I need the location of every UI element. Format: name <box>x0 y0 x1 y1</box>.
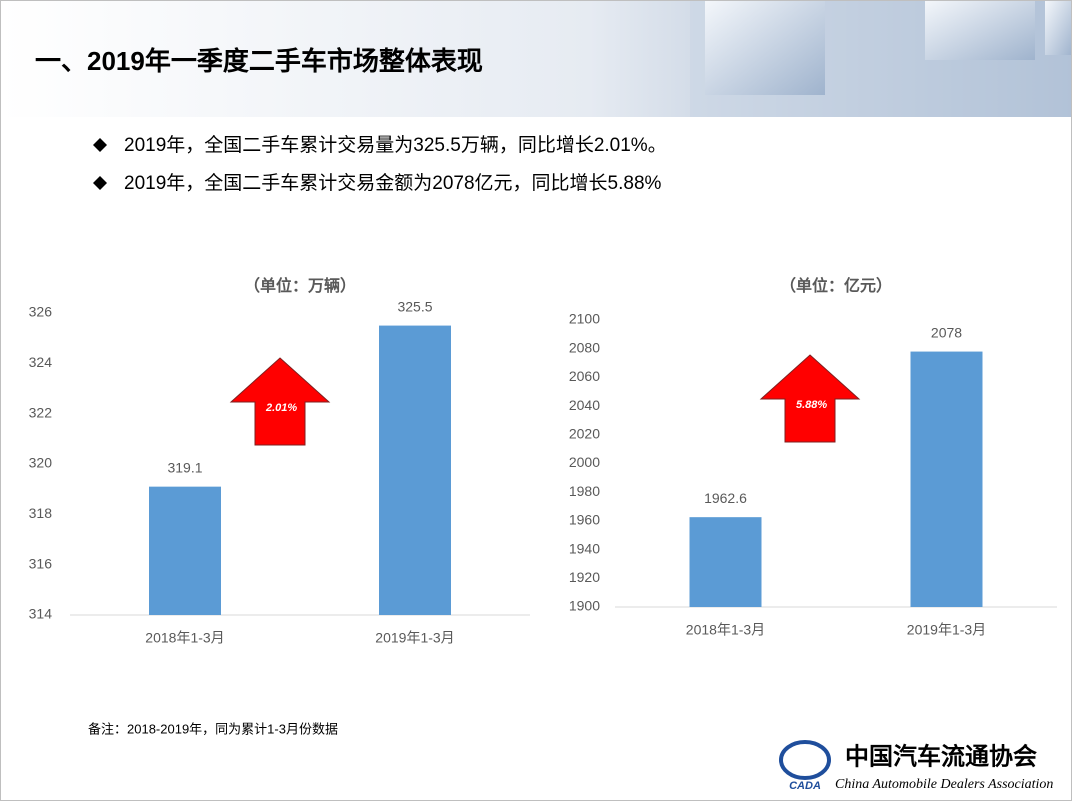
chart-title: （单位：亿元） <box>780 276 892 295</box>
y-tick-label: 1900 <box>569 598 600 614</box>
data-label: 325.5 <box>397 298 432 314</box>
chart-title: （单位：万辆） <box>244 276 356 295</box>
logo: CADA 中国汽车流通协会 China Automobile Dealers A… <box>779 740 1053 792</box>
y-tick-label: 326 <box>29 304 53 320</box>
cube <box>925 0 1035 60</box>
growth-label: 2.01% <box>265 402 297 414</box>
x-tick-label: 2018年1-3月 <box>145 630 224 646</box>
logo-abbr: CADA <box>789 780 821 792</box>
y-tick-label: 1980 <box>569 483 600 499</box>
y-tick-label: 318 <box>29 505 53 521</box>
data-label: 2078 <box>931 324 962 340</box>
growth-label: 5.88% <box>796 399 827 411</box>
y-tick-label: 2000 <box>569 454 600 470</box>
bullet-text: 2019年，全国二手车累计交易量为325.5万辆，同比增长2.01%。 <box>124 134 667 156</box>
y-tick-label: 2020 <box>569 426 600 442</box>
x-tick-label: 2019年1-3月 <box>907 622 986 638</box>
y-tick-label: 1920 <box>569 569 600 585</box>
y-tick-label: 2060 <box>569 368 600 384</box>
y-tick-label: 322 <box>29 404 53 420</box>
bar <box>149 486 221 615</box>
bar <box>689 517 762 607</box>
x-tick-label: 2018年1-3月 <box>686 622 765 638</box>
data-label: 319.1 <box>167 459 202 475</box>
logo-name-en: China Automobile Dealers Association <box>835 777 1053 792</box>
y-tick-label: 1960 <box>569 512 600 528</box>
y-tick-label: 2080 <box>569 339 600 355</box>
data-label: 1962.6 <box>704 490 747 506</box>
bullet-icon <box>93 138 107 152</box>
y-tick-label: 2040 <box>569 397 600 413</box>
logo-mark <box>779 740 831 780</box>
x-tick-label: 2019年1-3月 <box>375 630 454 646</box>
cube <box>1045 0 1072 55</box>
growth-arrow <box>759 354 861 443</box>
bullet-icon <box>93 176 107 190</box>
y-tick-label: 314 <box>29 606 53 622</box>
slide-title: 一、2019年一季度二手车市场整体表现 <box>35 46 483 76</box>
bar <box>379 325 451 615</box>
bullet-text: 2019年，全国二手车累计交易金额为2078亿元，同比增长5.88% <box>124 172 662 194</box>
cube <box>705 0 825 95</box>
y-tick-label: 320 <box>29 455 53 471</box>
y-tick-label: 324 <box>29 354 53 370</box>
y-tick-label: 1940 <box>569 540 600 556</box>
y-tick-label: 316 <box>29 555 53 571</box>
y-tick-label: 2100 <box>569 311 600 327</box>
footnote: 备注：2018-2019年，同为累计1-3月份数据 <box>88 721 338 736</box>
growth-arrow <box>229 357 331 446</box>
bar <box>910 351 983 607</box>
logo-name-cn: 中国汽车流通协会 <box>845 742 1037 771</box>
